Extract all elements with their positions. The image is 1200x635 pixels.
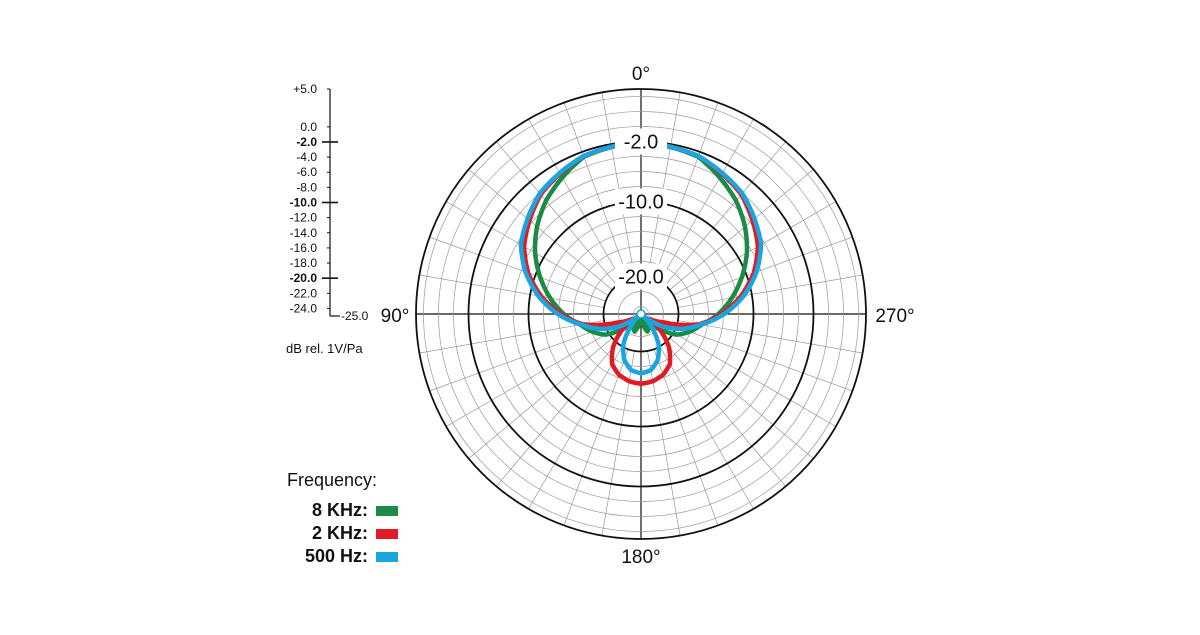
scale-tick-label: -4.0 bbox=[296, 150, 317, 164]
angle-label: 90° bbox=[381, 306, 410, 327]
scale-tick-label: -20.0 bbox=[290, 271, 318, 285]
grid-ring bbox=[543, 216, 739, 412]
center-hub bbox=[636, 309, 646, 319]
angle-label: 0° bbox=[632, 64, 650, 85]
grid-spoke bbox=[676, 326, 853, 392]
grid-ring bbox=[423, 96, 859, 532]
grid-ring bbox=[573, 246, 709, 382]
grid-ring bbox=[513, 186, 769, 442]
grid-ring bbox=[483, 156, 799, 472]
legend-item-2khz: 2 KHz: bbox=[270, 523, 400, 545]
grid-spoke bbox=[445, 332, 609, 427]
grid-ring bbox=[453, 126, 829, 502]
legend-swatch bbox=[376, 552, 398, 562]
scale-tick-label: 0.0 bbox=[300, 120, 317, 134]
scale-tick-label: -8.0 bbox=[296, 180, 317, 194]
grid-spoke bbox=[468, 169, 613, 291]
grid-ring bbox=[498, 171, 784, 457]
grid-spoke bbox=[528, 346, 623, 510]
grid-spoke bbox=[563, 102, 629, 279]
grid-spoke bbox=[601, 350, 635, 536]
scale-tick-label: +5.0 bbox=[293, 82, 317, 96]
legend-label: 8 KHz: bbox=[311, 500, 368, 520]
series-layer bbox=[518, 140, 764, 387]
grid-spoke bbox=[419, 274, 605, 308]
scale-tick-label: -12.0 bbox=[290, 211, 318, 225]
scale-tick-label: -2.0 bbox=[296, 135, 317, 149]
angle-label: 180° bbox=[621, 547, 660, 568]
scale-tick-label: -6.0 bbox=[296, 165, 317, 179]
grid-spoke bbox=[647, 92, 681, 278]
grid-spoke bbox=[673, 332, 837, 427]
grid-spoke bbox=[419, 320, 605, 354]
scale-tick-label: -24.0 bbox=[290, 301, 318, 315]
grid-spoke bbox=[653, 349, 719, 526]
scale-tick-label: -16.0 bbox=[290, 241, 318, 255]
ring-label: -20.0 bbox=[618, 267, 664, 289]
grid-spoke bbox=[664, 141, 786, 286]
ring-label-bg bbox=[615, 128, 667, 155]
legend-item-500hz: 500 Hz: bbox=[270, 546, 400, 568]
series-line bbox=[521, 140, 761, 387]
scale-tick-label: -22.0 bbox=[290, 286, 318, 300]
grid-spoke bbox=[669, 337, 814, 459]
grid-spoke bbox=[677, 274, 863, 308]
scale-tick-label: -10.0 bbox=[290, 196, 318, 210]
grid-spoke bbox=[496, 342, 618, 487]
legend-swatch bbox=[376, 529, 398, 539]
legend-item-8khz: 8 KHz: bbox=[270, 500, 400, 522]
grid-spoke bbox=[528, 118, 623, 282]
legend-title: Frequency: bbox=[287, 470, 378, 490]
grid-spoke bbox=[563, 349, 629, 526]
grid-ring bbox=[618, 291, 664, 337]
grid-spoke bbox=[664, 342, 786, 487]
grid-ring bbox=[438, 111, 844, 517]
grid-spoke bbox=[673, 201, 837, 296]
scale-tick-label: -18.0 bbox=[290, 256, 318, 270]
grid-spoke bbox=[601, 92, 635, 278]
label-layer: -2.0 -10.0 -20.0 0° 90° 180° 270° bbox=[381, 64, 915, 568]
grid-ring bbox=[588, 261, 694, 367]
grid-spoke bbox=[647, 350, 681, 536]
grid-spoke bbox=[677, 320, 863, 354]
grid-spoke bbox=[429, 326, 606, 392]
legend-swatch bbox=[376, 506, 398, 516]
series-line bbox=[518, 140, 764, 376]
db-scale: +5.00.0-2.0-4.0-6.0-8.0-10.0-12.0-14.0-1… bbox=[290, 82, 369, 323]
grid-outer-ring bbox=[415, 88, 867, 540]
ring-label: -10.0 bbox=[618, 192, 664, 214]
grid-spoke bbox=[653, 102, 719, 279]
grid-spoke bbox=[669, 169, 814, 291]
ring-label-bg bbox=[615, 263, 667, 290]
grid-spoke bbox=[659, 346, 754, 510]
angle-label: 270° bbox=[875, 306, 914, 327]
ring-label: -2.0 bbox=[624, 132, 658, 154]
grid-spoke bbox=[676, 236, 853, 302]
grid-spoke bbox=[659, 118, 754, 282]
grid-spoke bbox=[445, 201, 609, 296]
legend-label: 2 KHz: bbox=[311, 523, 368, 543]
grid-spoke bbox=[468, 337, 613, 459]
scale-unit-label: dB rel. 1V/Pa bbox=[286, 341, 363, 356]
scale-tick-label: -25.0 bbox=[341, 309, 369, 323]
scale-tick-label: -14.0 bbox=[290, 226, 318, 240]
ring-label-bg bbox=[615, 188, 667, 215]
legend-label: 500 Hz: bbox=[304, 546, 368, 566]
grid-spoke bbox=[496, 141, 618, 286]
polar-grid bbox=[415, 88, 867, 540]
grid-spoke bbox=[429, 236, 606, 302]
